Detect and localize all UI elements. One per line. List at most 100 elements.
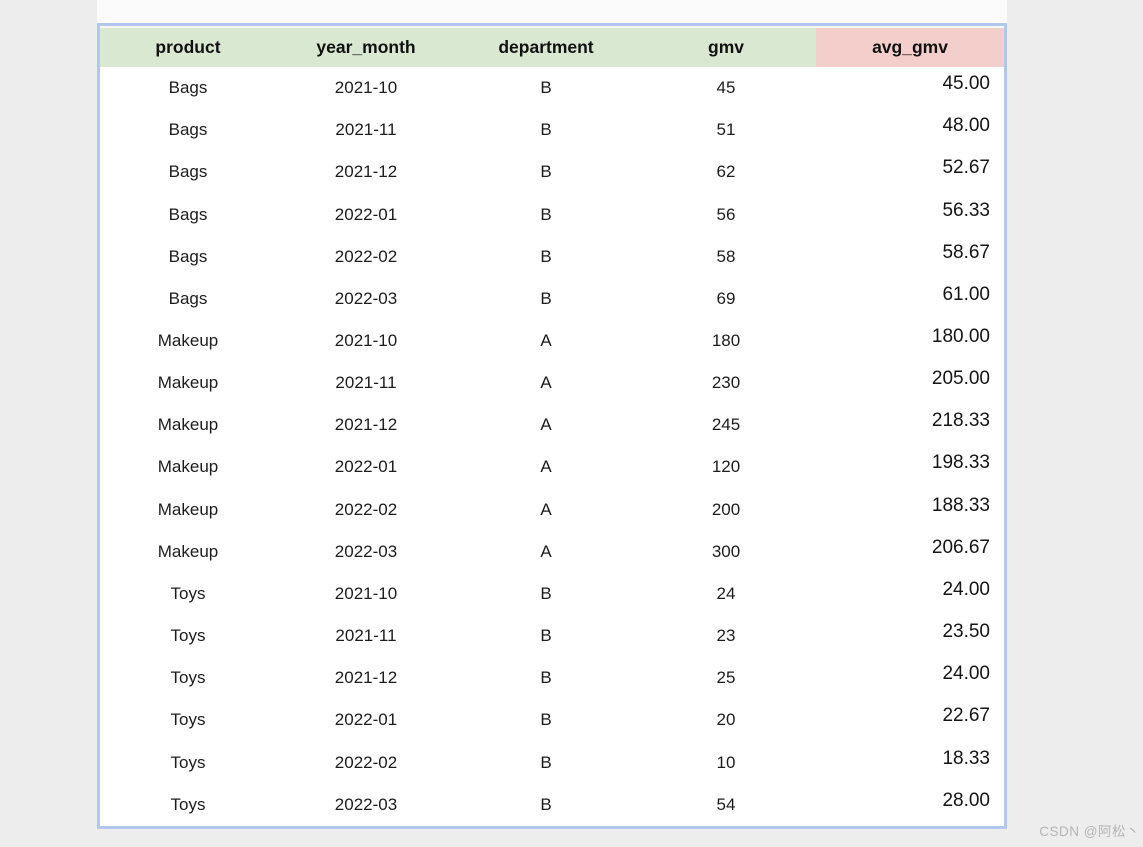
cell-product: Makeup (157, 499, 219, 519)
cell-department: B (540, 668, 552, 688)
cell-gmv: 180 (711, 331, 741, 351)
cell-year_month: 2021-12 (334, 415, 398, 435)
top-strip (97, 0, 1007, 23)
cell-year_month: 2021-12 (334, 162, 398, 182)
cell-avg_gmv: 56.33 (816, 193, 1004, 235)
cell-product: Toys (170, 583, 206, 603)
cell-gmv: 10 (716, 752, 736, 772)
cell-avg_gmv: 23.50 (816, 615, 1004, 657)
cell-department: A (540, 373, 552, 393)
cell-year_month: 2022-01 (334, 457, 398, 477)
header-cell-product: product (100, 26, 276, 67)
cell-department: B (540, 246, 552, 266)
cell-avg_gmv: 52.67 (816, 151, 1004, 193)
avg-gmv-value: 206.67 (931, 536, 990, 558)
cell-avg_gmv: 61.00 (816, 278, 1004, 320)
cell-department: A (540, 541, 552, 561)
table-row: Bags 2021-12 B 62 52.67 (100, 151, 1004, 193)
table-row: Bags 2021-10 B 45 45.00 (100, 67, 1004, 109)
cell-avg_gmv: 45.00 (816, 67, 1004, 109)
cell-gmv: 51 (716, 120, 736, 140)
cell-year_month: 2021-10 (334, 78, 398, 98)
table-row: Makeup 2022-03 A 300 206.67 (100, 531, 1004, 573)
cell-avg_gmv: 205.00 (816, 362, 1004, 404)
cell-year_month: 2021-11 (335, 626, 397, 646)
cell-department: B (540, 583, 552, 603)
header-cell-avg_gmv: avg_gmv (816, 26, 1004, 67)
avg-gmv-value: 48.00 (942, 115, 990, 137)
cell-avg_gmv: 28.00 (816, 784, 1004, 826)
cell-year_month: 2022-03 (334, 288, 398, 308)
avg-gmv-value: 56.33 (942, 199, 990, 221)
cell-department: A (540, 331, 552, 351)
cell-product: Toys (170, 710, 206, 730)
avg-gmv-value: 23.50 (942, 621, 990, 643)
cell-gmv: 45 (716, 78, 736, 98)
cell-department: B (540, 162, 552, 182)
cell-gmv: 24 (716, 583, 736, 603)
cell-avg_gmv: 18.33 (816, 742, 1004, 784)
cell-avg_gmv: 206.67 (816, 531, 1004, 573)
cell-product: Makeup (157, 541, 219, 561)
header-cell-year_month: year_month (276, 26, 456, 67)
cell-year_month: 2022-02 (334, 499, 398, 519)
cell-product: Makeup (157, 457, 219, 477)
cell-gmv: 25 (716, 668, 736, 688)
avg-gmv-value: 18.33 (942, 747, 990, 769)
cell-department: A (540, 499, 552, 519)
cell-year_month: 2022-03 (334, 794, 398, 814)
cell-product: Makeup (157, 373, 219, 393)
cell-department: B (540, 78, 552, 98)
table-row: Makeup 2021-12 A 245 218.33 (100, 404, 1004, 446)
cell-avg_gmv: 198.33 (816, 446, 1004, 488)
watermark: CSDN @阿松丶 (1039, 824, 1140, 839)
cell-product: Toys (170, 794, 206, 814)
cell-product: Bags (168, 246, 208, 266)
header-row: product year_month department gmv avg_gmv (100, 26, 1004, 67)
avg-gmv-value: 205.00 (931, 368, 990, 390)
cell-avg_gmv: 24.00 (816, 657, 1004, 699)
cell-avg_gmv: 188.33 (816, 489, 1004, 531)
cell-department: B (540, 626, 552, 646)
avg-gmv-value: 58.67 (942, 241, 990, 263)
avg-gmv-value: 218.33 (931, 410, 990, 432)
cell-product: Bags (168, 288, 208, 308)
result-table: product year_month department gmv avg_gmv Ba… (100, 26, 1004, 826)
cell-department: B (540, 794, 552, 814)
table-row: Makeup 2021-10 A 180 180.00 (100, 320, 1004, 362)
cell-product: Makeup (157, 331, 219, 351)
cell-avg_gmv: 22.67 (816, 699, 1004, 741)
cell-product: Makeup (157, 415, 219, 435)
cell-year_month: 2022-02 (334, 246, 398, 266)
cell-product: Bags (168, 204, 208, 224)
cell-avg_gmv: 218.33 (816, 404, 1004, 446)
cell-gmv: 230 (711, 373, 741, 393)
avg-gmv-value: 24.00 (942, 663, 990, 685)
cell-department: A (540, 415, 552, 435)
header-cell-gmv: gmv (636, 26, 816, 67)
table-row: Bags 2022-01 B 56 56.33 (100, 193, 1004, 235)
avg-gmv-value: 22.67 (942, 705, 990, 727)
cell-product: Toys (170, 668, 206, 688)
table-header: product year_month department gmv avg_gmv (100, 26, 1004, 67)
avg-gmv-value: 61.00 (942, 283, 990, 305)
avg-gmv-value: 198.33 (931, 452, 990, 474)
cell-gmv: 56 (716, 204, 736, 224)
cell-department: B (540, 120, 552, 140)
cell-product: Bags (168, 162, 208, 182)
cell-product: Bags (168, 120, 208, 140)
cell-product: Toys (170, 752, 206, 772)
header-cell-department: department (456, 26, 636, 67)
cell-year_month: 2021-11 (335, 120, 397, 140)
cell-department: A (540, 457, 552, 477)
cell-year_month: 2022-03 (334, 541, 398, 561)
avg-gmv-value: 28.00 (942, 789, 990, 811)
table-row: Toys 2022-01 B 20 22.67 (100, 699, 1004, 741)
table-row: Makeup 2022-01 A 120 198.33 (100, 446, 1004, 488)
cell-avg_gmv: 180.00 (816, 320, 1004, 362)
cell-department: B (540, 204, 552, 224)
cell-avg_gmv: 24.00 (816, 573, 1004, 615)
avg-gmv-value: 45.00 (942, 73, 990, 95)
cell-product: Toys (170, 626, 206, 646)
avg-gmv-value: 52.67 (942, 157, 990, 179)
